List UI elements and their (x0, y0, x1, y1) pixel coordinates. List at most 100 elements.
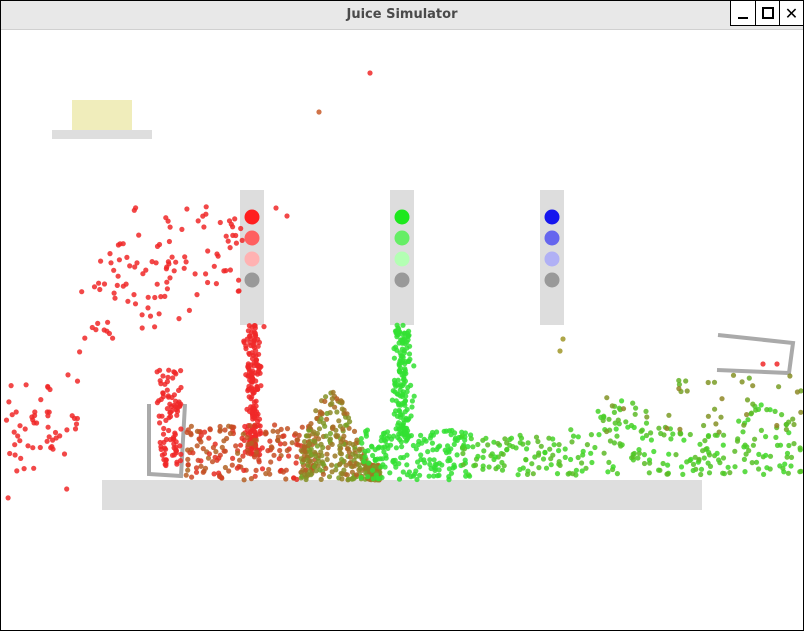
juice-particle (275, 429, 281, 435)
juice-particle (252, 443, 258, 449)
juice-particle (253, 433, 259, 439)
juice-particle (337, 443, 343, 449)
juice-particle (358, 474, 364, 481)
green-dispenser-button-2[interactable] (394, 230, 410, 246)
juice-particle (445, 447, 452, 453)
juice-particle (569, 439, 575, 445)
juice-particle (688, 456, 694, 462)
juice-particle (584, 442, 591, 448)
green-dispenser-button-1[interactable] (394, 209, 410, 225)
juice-particle (73, 421, 80, 427)
juice-particle (367, 70, 373, 76)
juice-particle (105, 319, 111, 325)
juice-particle (418, 456, 424, 463)
cup[interactable] (147, 403, 187, 479)
juice-particle (772, 408, 778, 414)
juice-particle (620, 406, 627, 412)
juice-particle (641, 460, 648, 467)
juice-particle (261, 324, 267, 330)
minimize-icon[interactable] (731, 1, 755, 25)
juice-particle (402, 409, 408, 415)
juice-particle (165, 374, 171, 380)
juice-particle (536, 465, 542, 471)
scene-svg[interactable] (1, 30, 803, 630)
simulation-canvas[interactable] (1, 30, 803, 630)
blue-dispenser-button-3[interactable] (544, 251, 560, 267)
juice-particle (384, 429, 391, 435)
juice-particle (763, 434, 769, 440)
juice-particle (221, 438, 227, 444)
juice-particle (475, 453, 481, 459)
juice-particle (592, 444, 598, 451)
juice-particle (340, 436, 346, 443)
red-dispenser-button-1[interactable] (244, 209, 260, 225)
juice-particle (750, 401, 756, 407)
juice-particle (268, 459, 274, 465)
juice-particle (74, 378, 81, 384)
blue-dispenser-button-4[interactable] (544, 272, 560, 288)
juice-particle (198, 463, 204, 469)
juice-particle (178, 368, 184, 374)
juice-particle (548, 456, 554, 462)
juice-particle (716, 429, 722, 435)
juice-particle (631, 424, 637, 431)
red-dispenser-button-4[interactable] (244, 272, 260, 288)
red-dispenser-button-3[interactable] (244, 251, 260, 267)
juice-particle (45, 383, 51, 390)
close-icon[interactable]: ✕ (779, 1, 803, 25)
juice-particle (247, 423, 253, 429)
juice-particle (791, 421, 797, 428)
juice-particle (292, 431, 299, 437)
juice-particle (160, 390, 166, 396)
juice-particle (251, 399, 257, 405)
juice-particle (232, 216, 238, 222)
juice-particle (562, 454, 568, 460)
juice-particle (30, 445, 36, 451)
juice-particle (712, 406, 718, 412)
maximize-icon[interactable] (755, 1, 779, 25)
dispenser-dots[interactable] (244, 209, 560, 288)
juice-particle (696, 456, 702, 462)
juice-particle (615, 417, 621, 423)
juice-particle (163, 266, 169, 272)
juice-particle (730, 372, 737, 378)
right-tray[interactable] (716, 333, 796, 376)
juice-particle (185, 462, 191, 468)
juice-particle (257, 428, 263, 434)
juice-particle (779, 412, 785, 418)
juice-particle (391, 345, 397, 352)
title-bar[interactable]: Juice Simulator ✕ (1, 1, 803, 30)
juice-particle (404, 389, 410, 395)
blue-dispenser-button-1[interactable] (544, 209, 560, 225)
juice-particle (34, 420, 40, 426)
butter-block[interactable] (72, 100, 132, 130)
juice-particle (683, 378, 689, 384)
juice-particle (72, 426, 79, 432)
juice-particle (560, 336, 566, 342)
juice-particle (362, 454, 368, 460)
juice-particle (607, 438, 614, 444)
juice-particle (706, 470, 713, 476)
juice-particle (221, 268, 227, 274)
red-dispenser-button-2[interactable] (244, 230, 260, 246)
juice-particle (266, 466, 272, 473)
juice-particle (326, 474, 333, 480)
juice-particle (316, 458, 322, 464)
juice-particle (556, 461, 562, 467)
juice-particle (393, 398, 399, 404)
juice-particle (451, 462, 457, 468)
juice-particle (783, 426, 790, 433)
juice-particle (535, 438, 541, 445)
juice-particle (275, 434, 281, 440)
juice-particle (748, 410, 755, 416)
juice-particle (305, 433, 311, 439)
green-dispenser-button-3[interactable] (394, 251, 410, 267)
juice-particle (781, 469, 787, 475)
green-dispenser-button-4[interactable] (394, 272, 410, 288)
juice-particle (431, 457, 437, 463)
blue-dispenser-button-2[interactable] (544, 230, 560, 246)
juice-particle (746, 375, 752, 381)
juice-particle (546, 435, 552, 441)
juice-particle (446, 466, 452, 472)
juice-particle (567, 470, 573, 476)
